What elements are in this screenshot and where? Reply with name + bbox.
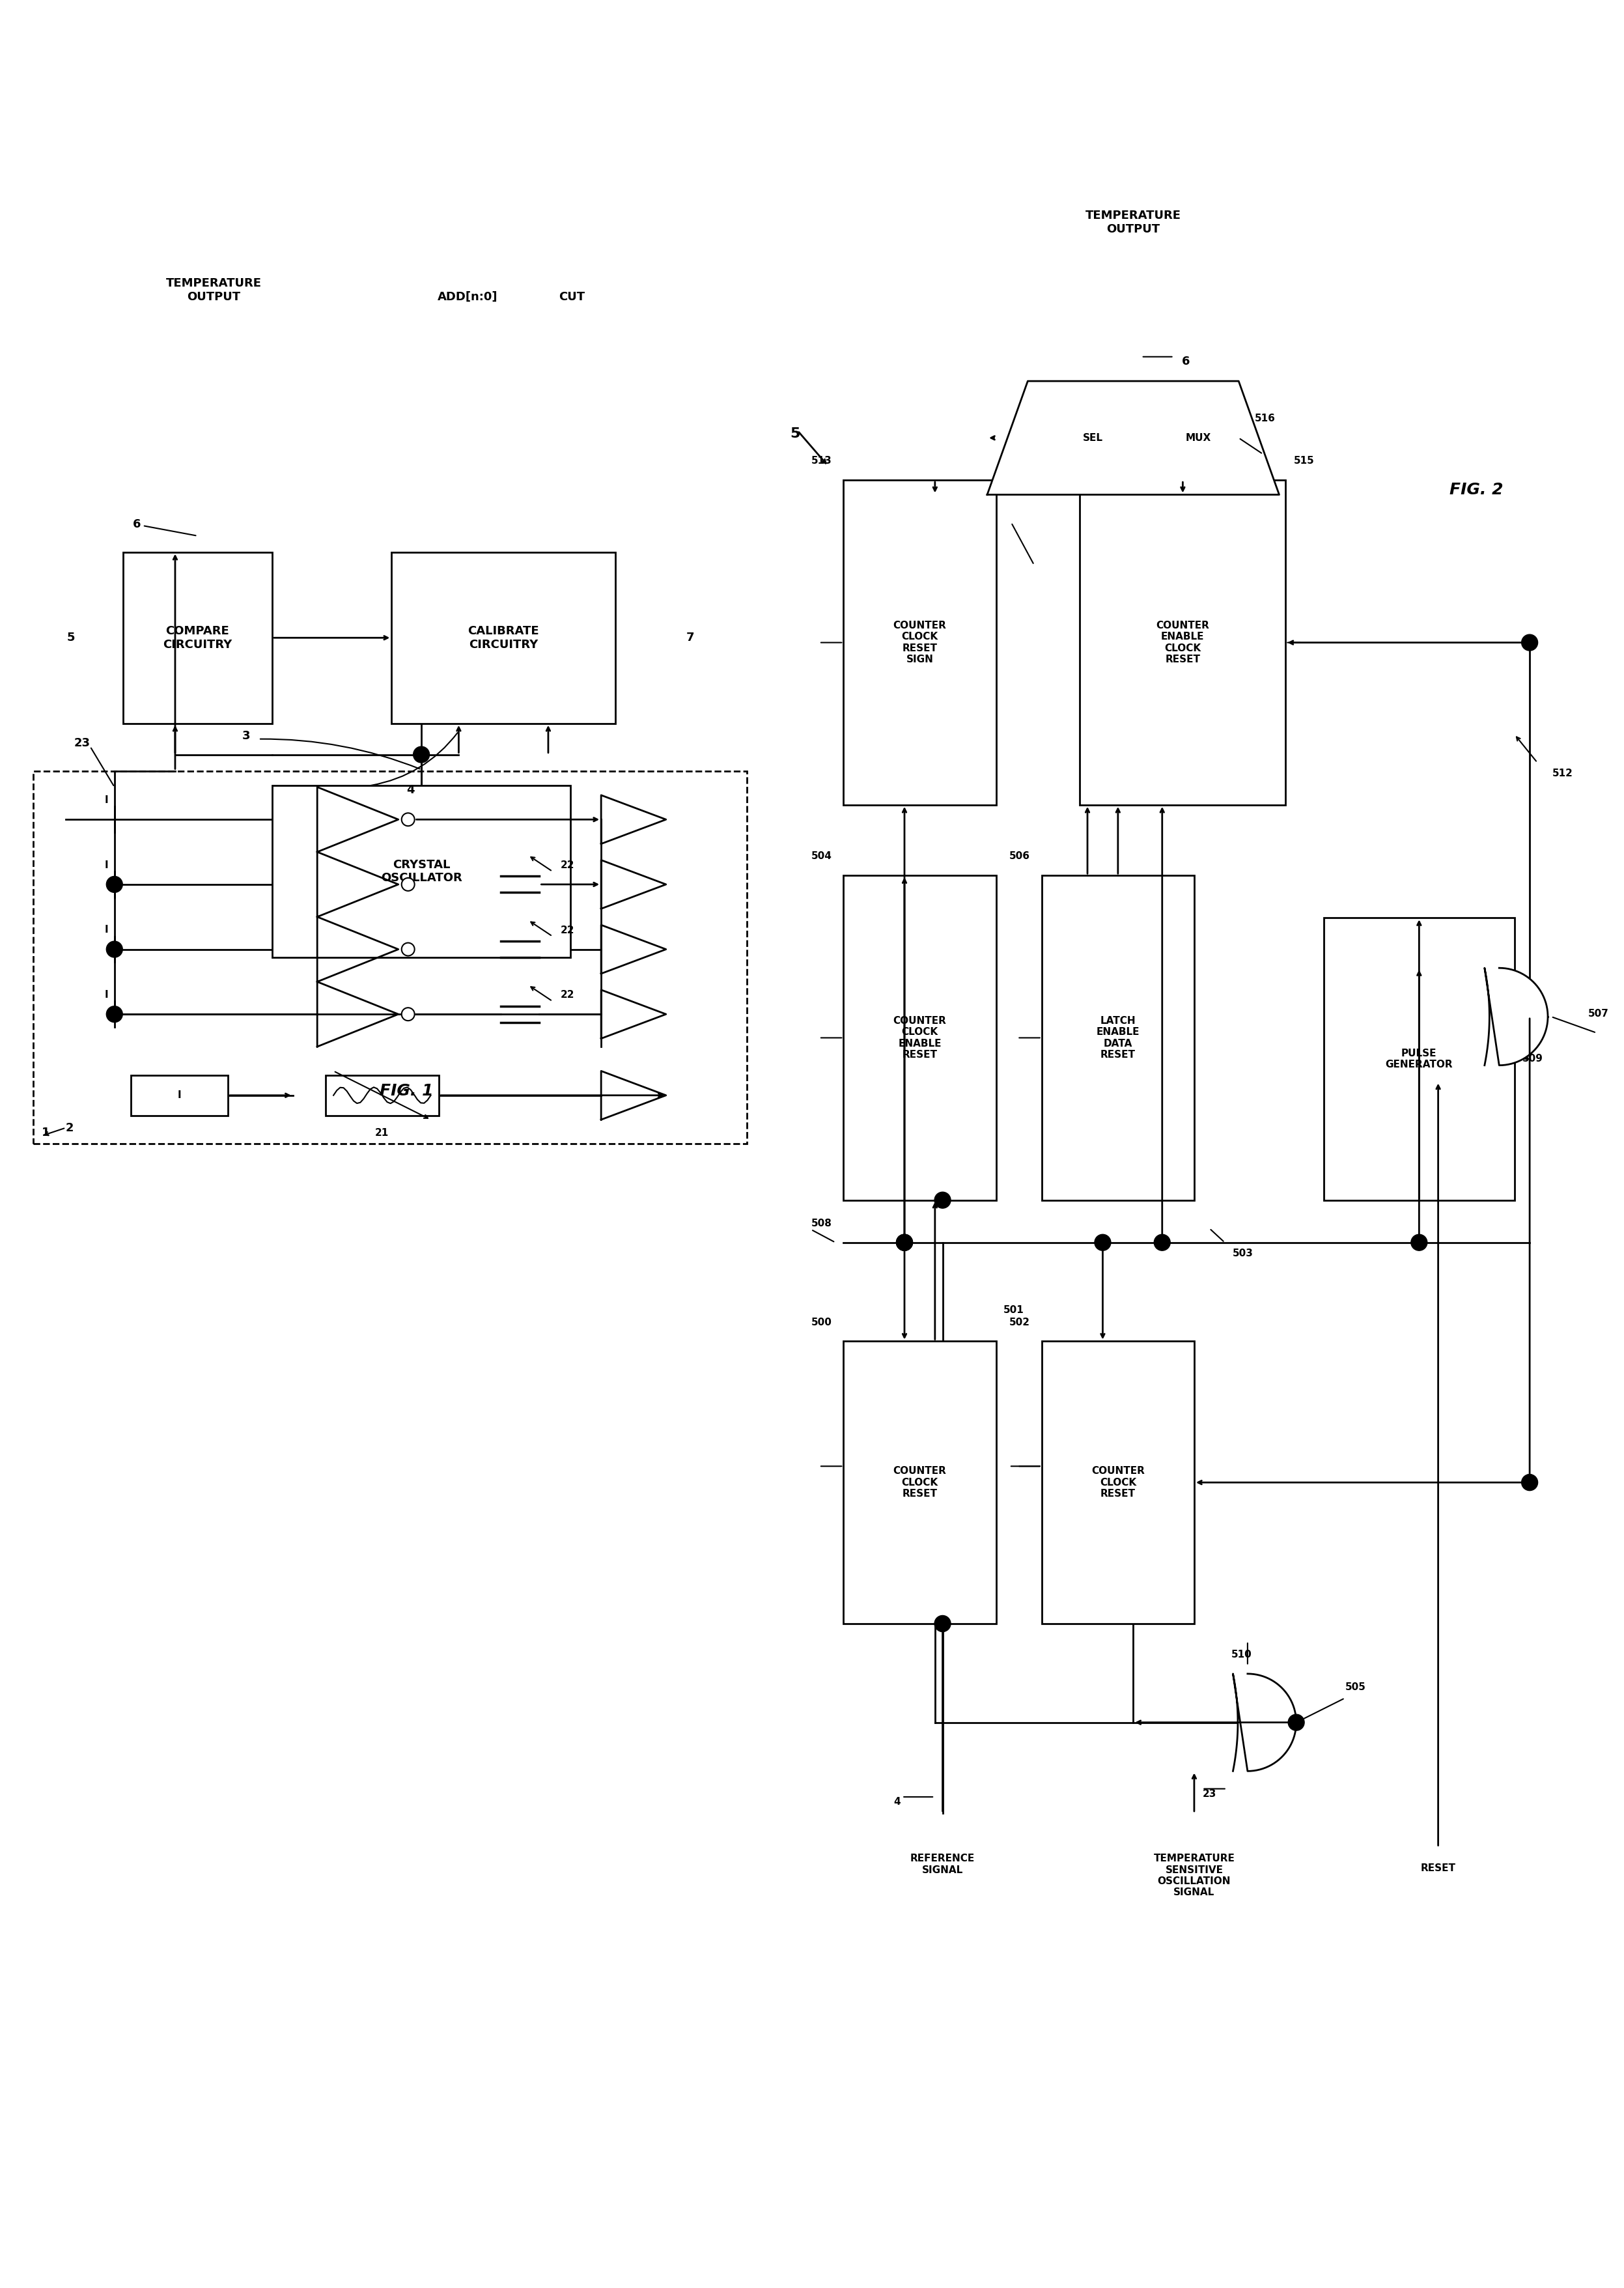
Text: 7: 7 [685, 631, 693, 643]
Text: 22: 22 [560, 924, 575, 936]
Text: COUNTER
CLOCK
ENABLE
RESET: COUNTER CLOCK ENABLE RESET [893, 1016, 947, 1059]
Text: 510: 510 [1231, 1650, 1252, 1659]
Text: 516: 516 [1255, 414, 1275, 423]
FancyBboxPatch shape [130, 1075, 227, 1117]
Text: MUX: MUX [1186, 432, 1212, 444]
Text: ADD[n:0]: ADD[n:0] [437, 291, 497, 302]
Text: 4: 4 [893, 1796, 901, 1808]
FancyBboxPatch shape [843, 876, 996, 1201]
Text: 513: 513 [810, 455, 831, 467]
Circle shape [934, 1615, 950, 1631]
FancyBboxPatch shape [1324, 917, 1515, 1201]
FancyBboxPatch shape [34, 771, 747, 1144]
Text: 2: 2 [67, 1121, 75, 1133]
Text: 500: 500 [810, 1318, 831, 1327]
Text: 506: 506 [1009, 851, 1030, 860]
Text: 509: 509 [1523, 1055, 1543, 1064]
Circle shape [401, 943, 414, 956]
FancyBboxPatch shape [843, 1341, 996, 1624]
Text: COUNTER
ENABLE
CLOCK
RESET: COUNTER ENABLE CLOCK RESET [1156, 620, 1210, 664]
Text: CRYSTAL
OSCILLATOR: CRYSTAL OSCILLATOR [380, 858, 461, 883]
Text: I: I [104, 860, 109, 869]
Text: I: I [104, 991, 109, 1000]
Text: I: I [104, 796, 109, 805]
Text: 23: 23 [1202, 1789, 1216, 1798]
FancyBboxPatch shape [843, 480, 996, 805]
FancyBboxPatch shape [1041, 1341, 1194, 1624]
Text: 5: 5 [791, 428, 801, 442]
Text: 21: 21 [375, 1128, 390, 1137]
Circle shape [1522, 634, 1538, 650]
Text: TEMPERATURE
OUTPUT: TEMPERATURE OUTPUT [1085, 210, 1181, 236]
Text: 6: 6 [1182, 355, 1190, 368]
Text: 508: 508 [810, 1220, 831, 1229]
Circle shape [934, 1192, 950, 1208]
Circle shape [896, 1233, 913, 1252]
Text: 6: 6 [133, 519, 197, 535]
Text: 5: 5 [67, 631, 75, 643]
Text: I: I [177, 1091, 182, 1101]
Text: SEL: SEL [1083, 432, 1103, 444]
Circle shape [896, 1233, 913, 1252]
Text: FIG. 2: FIG. 2 [1450, 483, 1504, 496]
Circle shape [1155, 1233, 1171, 1252]
Text: 514: 514 [1004, 471, 1025, 483]
Text: COUNTER
CLOCK
RESET: COUNTER CLOCK RESET [1091, 1467, 1145, 1499]
Text: COUNTER
CLOCK
RESET: COUNTER CLOCK RESET [893, 1467, 947, 1499]
Text: 502: 502 [1009, 1318, 1030, 1327]
Text: TEMPERATURE
SENSITIVE
OSCILLATION
SIGNAL: TEMPERATURE SENSITIVE OSCILLATION SIGNAL [1153, 1853, 1234, 1897]
Circle shape [1411, 1233, 1427, 1252]
Text: PULSE
GENERATOR: PULSE GENERATOR [1385, 1048, 1453, 1068]
Polygon shape [987, 382, 1280, 494]
FancyBboxPatch shape [325, 1075, 438, 1117]
Polygon shape [1233, 1675, 1296, 1771]
FancyBboxPatch shape [1080, 480, 1286, 805]
Circle shape [1522, 1473, 1538, 1489]
Text: TEMPERATURE
OUTPUT: TEMPERATURE OUTPUT [166, 277, 261, 302]
Text: 505: 505 [1345, 1682, 1366, 1691]
Circle shape [1288, 1714, 1304, 1730]
Text: COMPARE
CIRCUITRY: COMPARE CIRCUITRY [162, 625, 232, 650]
FancyBboxPatch shape [273, 785, 570, 956]
Text: COUNTER
CLOCK
RESET
SIGN: COUNTER CLOCK RESET SIGN [893, 620, 947, 664]
Circle shape [401, 1007, 414, 1020]
Text: RESET: RESET [1421, 1865, 1455, 1874]
FancyBboxPatch shape [391, 551, 615, 723]
Text: 1: 1 [42, 1126, 50, 1139]
Text: 504: 504 [810, 851, 831, 860]
Polygon shape [1484, 968, 1548, 1066]
Text: I: I [104, 924, 109, 936]
FancyBboxPatch shape [123, 551, 273, 723]
Text: 512: 512 [1553, 769, 1574, 778]
Text: 23: 23 [75, 737, 91, 748]
Text: 501: 501 [1004, 1304, 1025, 1316]
Text: 22: 22 [560, 991, 575, 1000]
Text: 515: 515 [1294, 455, 1314, 467]
Text: CALIBRATE
CIRCUITRY: CALIBRATE CIRCUITRY [468, 625, 539, 650]
Circle shape [106, 876, 122, 892]
Circle shape [1095, 1233, 1111, 1252]
Circle shape [106, 1007, 122, 1023]
Circle shape [401, 812, 414, 826]
Text: 507: 507 [1588, 1009, 1609, 1018]
Circle shape [106, 940, 122, 956]
Text: LATCH
ENABLE
DATA
RESET: LATCH ENABLE DATA RESET [1096, 1016, 1140, 1059]
Text: 22: 22 [560, 860, 575, 869]
Circle shape [401, 879, 414, 890]
Circle shape [896, 1233, 913, 1252]
Text: REFERENCE
SIGNAL: REFERENCE SIGNAL [911, 1853, 974, 1874]
Text: 4: 4 [406, 785, 414, 796]
Text: CUT: CUT [559, 291, 585, 302]
Circle shape [412, 746, 429, 762]
FancyBboxPatch shape [1041, 876, 1194, 1201]
Text: 503: 503 [1233, 1249, 1254, 1258]
Text: 3: 3 [242, 730, 250, 741]
Text: FIG. 1: FIG. 1 [380, 1082, 434, 1098]
